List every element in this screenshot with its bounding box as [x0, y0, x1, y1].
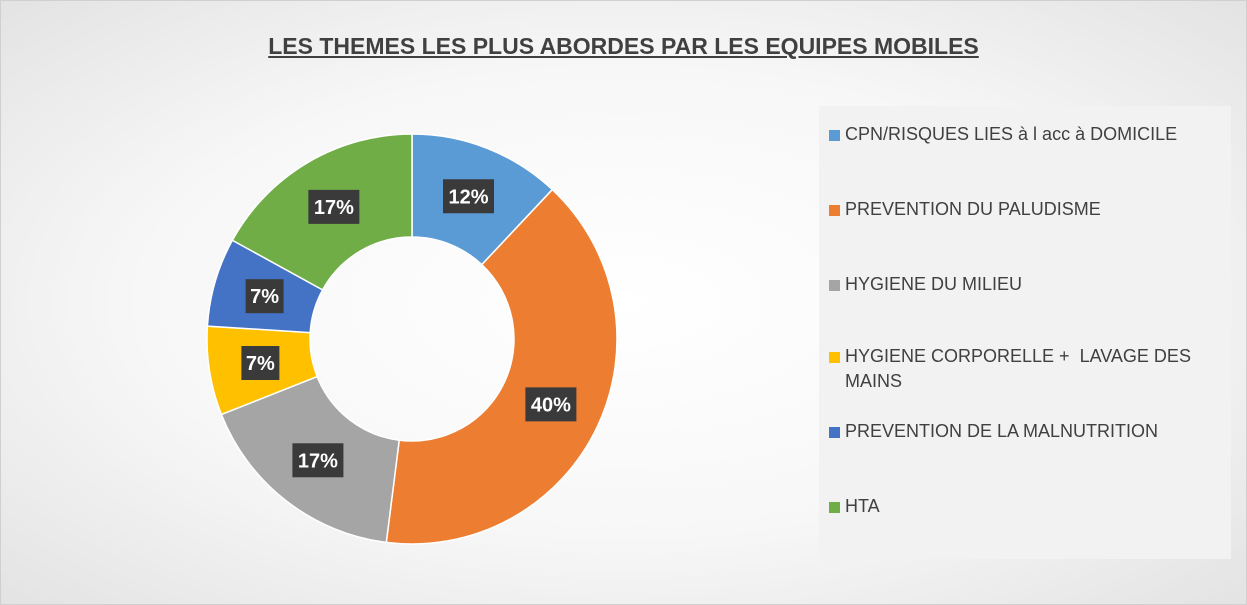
data-label-box — [292, 443, 344, 478]
legend-swatch — [829, 280, 840, 291]
data-label-box — [308, 189, 360, 224]
legend-item: HYGIENE CORPORELLE + LAVAGE DES MAINS — [829, 344, 1224, 394]
legend: CPN/RISQUES LIES à l acc à DOMICILE PREVE… — [819, 106, 1231, 559]
chart-title: LES THEMES LES PLUS ABORDES PAR LES EQUI… — [268, 33, 979, 59]
legend-swatch — [829, 427, 840, 438]
legend-label: HTA — [845, 496, 880, 516]
legend-label: CPN/RISQUES LIES à l acc à DOMICILE — [845, 124, 1178, 144]
legend-label: HYGIENE DU MILIEU — [845, 274, 1023, 294]
legend-swatch — [829, 352, 840, 363]
legend-label: HYGIENE CORPORELLE + LAVAGE DES MAINS — [845, 346, 1196, 391]
data-label-box — [443, 179, 495, 214]
data-label-box — [241, 346, 280, 381]
legend-item: HTA — [829, 494, 1224, 519]
data-label-box — [245, 279, 284, 314]
data-label: 17% — [314, 197, 354, 219]
data-label: 12% — [448, 186, 488, 208]
donut-slice — [385, 188, 618, 545]
data-label: 7% — [250, 286, 279, 308]
legend-swatch — [829, 205, 840, 216]
legend-item: HYGIENE DU MILIEU — [829, 272, 1224, 297]
legend-item: PREVENTION DE LA MALNUTRITION — [829, 419, 1224, 444]
legend-swatch — [829, 502, 840, 513]
legend-label: PREVENTION DU PALUDISME — [845, 199, 1101, 219]
data-label: 40% — [531, 394, 571, 416]
data-label: 17% — [298, 450, 338, 472]
legend-swatch — [829, 130, 840, 141]
data-label-box — [525, 387, 577, 422]
legend-item: CPN/RISQUES LIES à l acc à DOMICILE — [829, 122, 1224, 147]
data-label: 7% — [246, 353, 275, 375]
legend-label: PREVENTION DE LA MALNUTRITION — [845, 421, 1159, 441]
legend-item: PREVENTION DU PALUDISME — [829, 197, 1224, 222]
